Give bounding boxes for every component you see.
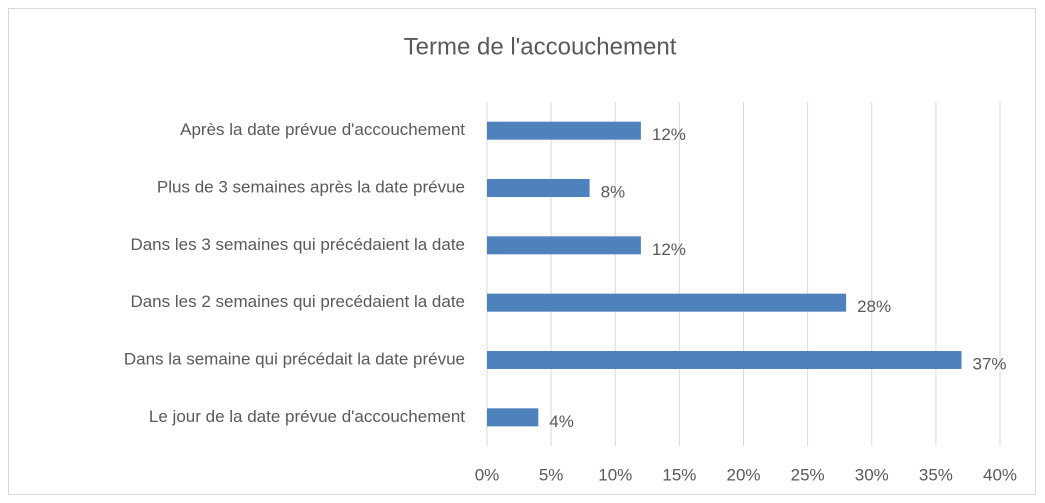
y-tick-label: Plus de 3 semaines après la date prévue — [157, 177, 465, 196]
data-label: 8% — [601, 182, 626, 201]
y-tick-label: Dans les 3 semaines qui précédaient la d… — [130, 235, 465, 254]
x-tick-label: 25% — [791, 465, 825, 484]
bar — [487, 293, 847, 312]
bar — [487, 236, 641, 255]
data-label: 4% — [549, 412, 574, 431]
data-label: 37% — [973, 354, 1007, 373]
x-tick-label: 40% — [983, 465, 1017, 484]
y-tick-label: Après la date prévue d'accouchement — [180, 120, 465, 139]
chart-title: Terme de l'accouchement — [404, 33, 677, 60]
bar — [487, 121, 641, 140]
x-tick-label: 10% — [598, 465, 632, 484]
x-tick-label: 30% — [855, 465, 889, 484]
bar — [487, 179, 590, 197]
x-tick-label: 5% — [539, 465, 564, 484]
y-tick-label: Dans les 2 semaines qui precédaient la d… — [130, 292, 465, 311]
data-label: 12% — [652, 240, 686, 259]
y-tick-label: Le jour de la date prévue d'accouchement — [149, 407, 465, 426]
x-tick-label: 15% — [662, 465, 696, 484]
data-label: 12% — [652, 125, 686, 144]
y-tick-label: Dans la semaine qui précédait la date pr… — [124, 349, 465, 368]
x-tick-label: 0% — [475, 465, 500, 484]
x-tick-label: 20% — [726, 465, 760, 484]
bar — [487, 351, 962, 369]
bar — [487, 408, 539, 427]
data-label: 28% — [857, 297, 891, 316]
x-tick-label: 35% — [919, 465, 953, 484]
